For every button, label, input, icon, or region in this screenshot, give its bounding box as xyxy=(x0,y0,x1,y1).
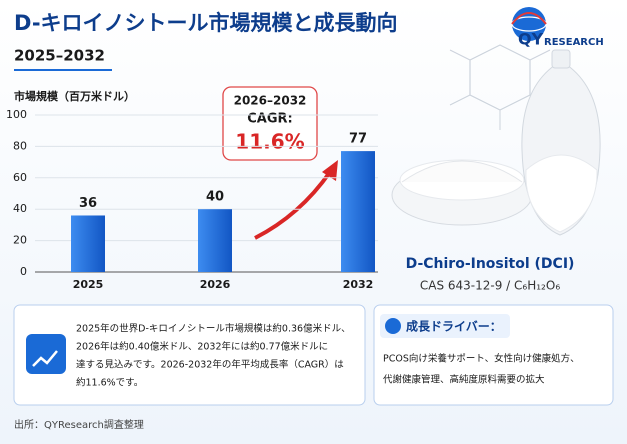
value-label: 36 xyxy=(79,196,97,211)
summary-line: 2025年の世界D-キロイノシトール市場規模は約0.36億米ドル、 xyxy=(76,323,351,335)
product-name: D-Chiro-Inositol (DCI) xyxy=(406,256,575,272)
logo: QY RESEARCH xyxy=(511,7,604,49)
drivers-title: 成長ドライバー： xyxy=(406,319,502,334)
summary-line: 約11.6%です。 xyxy=(76,377,143,389)
y-axis-label: 市場規模（百万米ドル） xyxy=(14,89,135,103)
y-tick-label: 80 xyxy=(13,139,27,152)
logo-sub: RESEARCH xyxy=(544,37,604,48)
growth-arrow xyxy=(254,170,332,240)
cagr-label: CAGR: xyxy=(247,112,292,127)
y-tick-label: 0 xyxy=(20,265,27,278)
y-tick-label: 60 xyxy=(13,171,27,184)
y-tick-label: 100 xyxy=(6,108,27,121)
product-illustration xyxy=(391,44,601,236)
drivers-icon xyxy=(385,318,401,334)
growth-arrowhead xyxy=(322,160,338,181)
summary-box xyxy=(13,304,366,406)
y-tick-label: 40 xyxy=(13,202,27,215)
source: 出所：QYResearch調査整理 xyxy=(14,418,144,431)
bar xyxy=(71,215,105,272)
bar xyxy=(198,209,232,272)
bar xyxy=(341,151,375,272)
logo-main: QY xyxy=(518,30,544,49)
title: D-キロイノシトール市場規模と成長動向 xyxy=(14,11,398,35)
x-tick-label: 2025 xyxy=(73,278,104,291)
subtitle: 2025–2032 xyxy=(14,47,105,65)
value-label: 77 xyxy=(349,132,367,147)
driver-line: PCOS向け栄養サポート、女性向け健康処方、 xyxy=(383,353,580,365)
summary-icon-arrow xyxy=(32,350,58,367)
x-tick-label: 2032 xyxy=(343,278,374,291)
summary-line: 達する見込みです。2026-2032年の年平均成長率（CAGR）は xyxy=(76,359,344,371)
value-label: 40 xyxy=(206,190,224,205)
driver-line: 代謝健康管理、高純度原料需要の拡大 xyxy=(383,374,545,386)
summary-icon xyxy=(26,334,66,374)
x-tick-label: 2026 xyxy=(200,278,231,291)
cagr-box xyxy=(222,86,318,161)
summary-line: 2026年は約0.40億米ドル、2032年には約0.77億米ドルに xyxy=(76,341,328,353)
cagr-value: 11.6% xyxy=(235,130,304,154)
y-tick-label: 20 xyxy=(13,234,27,247)
product-formula: CAS 643-12-9 / C₆H₁₂O₆ xyxy=(420,279,560,293)
cagr-period: 2026–2032 xyxy=(234,94,307,108)
drivers-header xyxy=(380,314,510,338)
